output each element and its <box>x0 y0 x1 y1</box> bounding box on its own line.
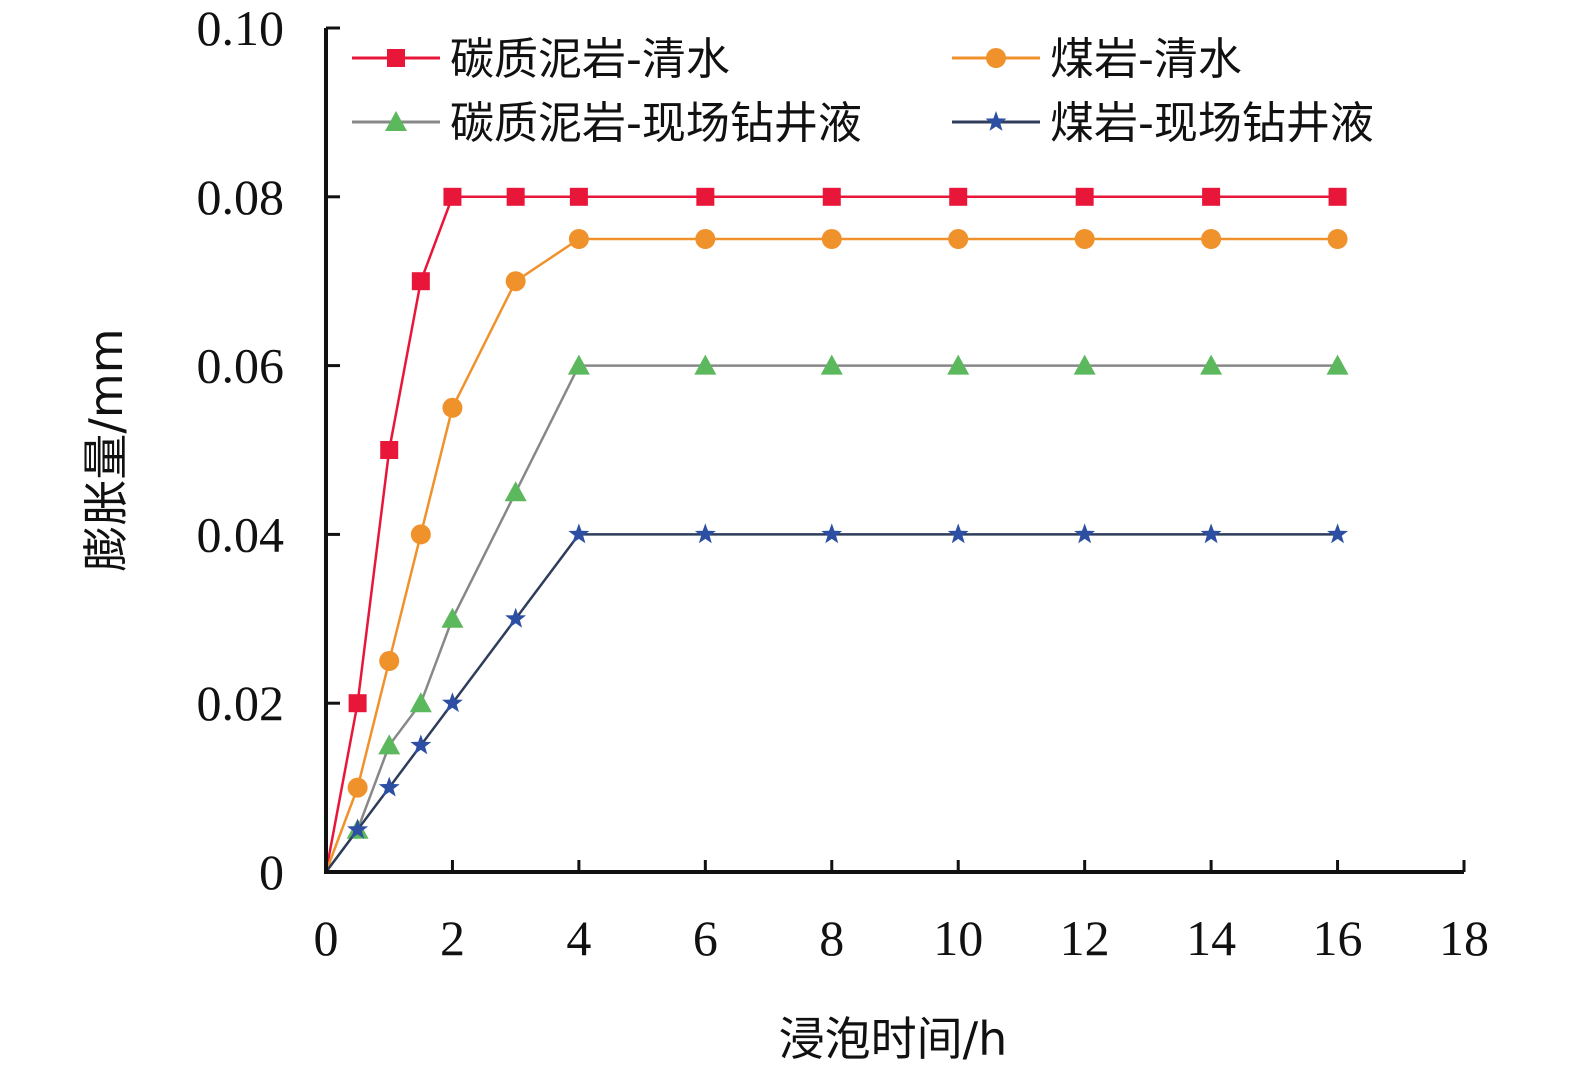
x-tick-label: 8 <box>819 910 844 966</box>
data-point <box>821 523 843 544</box>
data-point <box>822 187 841 206</box>
data-point <box>821 229 842 249</box>
data-point <box>568 523 590 544</box>
legend-marker <box>986 48 1006 68</box>
data-point <box>1328 187 1347 206</box>
data-point <box>504 481 527 502</box>
data-point <box>411 272 430 291</box>
series-line <box>324 533 1338 873</box>
axes-layer <box>324 28 1464 874</box>
data-point <box>443 187 462 206</box>
series-4 <box>324 523 1348 873</box>
y-tick-label: 0 <box>259 844 284 900</box>
data-point <box>441 607 464 628</box>
data-point <box>1200 354 1223 375</box>
data-point <box>378 734 401 755</box>
data-point <box>567 354 590 375</box>
y-tick-label: 0.02 <box>197 675 285 731</box>
x-tick-label: 4 <box>566 910 591 966</box>
data-point <box>948 229 969 249</box>
data-point <box>442 397 463 418</box>
data-point <box>348 694 367 713</box>
data-point <box>694 523 716 544</box>
data-point <box>1200 523 1222 544</box>
data-point <box>568 229 589 249</box>
data-point <box>410 734 432 755</box>
legend-label: 碳质泥岩-清水 <box>450 34 730 85</box>
series-layer <box>324 187 1349 873</box>
legend-label: 碳质泥岩-现场钻井液 <box>450 98 862 149</box>
y-tick-label: 0.04 <box>197 506 285 562</box>
x-tick-label: 10 <box>933 910 983 966</box>
y-tick-label: 0.10 <box>197 0 285 56</box>
legend-label: 煤岩-清水 <box>1050 34 1242 85</box>
series-line <box>324 364 1338 873</box>
ticks-layer: 0 2 4 6 8 10 12 14 16 18 0 0.02 0.04 0.06 0.08 0.10 <box>197 0 1490 966</box>
data-point <box>1073 354 1096 375</box>
legend-item: 煤岩-清水 <box>952 34 1242 85</box>
data-point <box>347 818 369 839</box>
data-point <box>1327 229 1348 249</box>
data-point <box>506 187 525 206</box>
data-point <box>949 187 968 206</box>
data-point <box>379 651 400 671</box>
data-point <box>1326 354 1349 375</box>
data-point <box>380 441 399 459</box>
y-tick-label: 0.08 <box>197 169 285 225</box>
data-point <box>347 777 368 798</box>
data-point <box>1075 187 1094 206</box>
x-tick-label: 18 <box>1439 910 1489 966</box>
data-point <box>694 354 717 375</box>
legend-item: 碳质泥岩-现场钻井液 <box>352 98 862 149</box>
data-point <box>569 187 588 206</box>
y-axis-title: 膨胀量/mm <box>79 328 133 571</box>
data-point <box>442 692 463 713</box>
x-tick-label: 2 <box>440 910 465 966</box>
series-3 <box>324 354 1349 873</box>
legend-item: 碳质泥岩-清水 <box>352 34 730 85</box>
legend-item: 煤岩-现场钻井液 <box>952 98 1374 149</box>
data-point <box>820 354 843 375</box>
data-point <box>1201 229 1222 249</box>
data-point <box>696 187 715 206</box>
x-tick-label: 6 <box>693 910 718 966</box>
y-tick-label: 0.06 <box>197 338 285 394</box>
legend-marker <box>985 111 1007 131</box>
data-point <box>1074 523 1096 544</box>
data-point <box>409 692 432 713</box>
data-point <box>378 776 400 797</box>
legend-marker <box>385 111 407 131</box>
data-point <box>695 229 716 249</box>
data-point <box>505 607 527 628</box>
data-point <box>1327 523 1348 544</box>
x-tick-label: 12 <box>1060 910 1110 966</box>
data-point <box>947 523 969 544</box>
data-point <box>1202 187 1221 206</box>
data-point <box>410 524 431 545</box>
legend-label: 煤岩-现场钻井液 <box>1050 98 1374 149</box>
x-tick-label: 16 <box>1313 910 1363 966</box>
x-axis-title: 浸泡时间/h <box>779 1012 1008 1066</box>
x-tick-label: 0 <box>314 910 339 966</box>
legend-marker <box>387 49 405 67</box>
data-point <box>1074 229 1095 249</box>
series-line <box>324 237 1338 873</box>
x-tick-label: 14 <box>1186 910 1236 966</box>
data-point <box>947 354 970 375</box>
data-point <box>505 271 526 292</box>
series-2 <box>324 229 1348 873</box>
series-1 <box>324 187 1347 873</box>
